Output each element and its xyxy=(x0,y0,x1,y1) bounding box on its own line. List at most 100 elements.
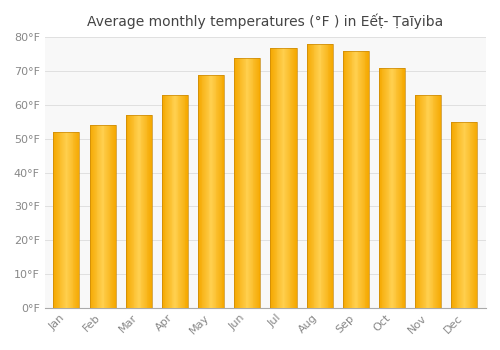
Bar xyxy=(272,48,273,308)
Bar xyxy=(58,132,59,308)
Bar xyxy=(126,115,152,308)
Bar xyxy=(396,68,398,308)
Bar xyxy=(431,95,432,308)
Bar xyxy=(364,51,366,308)
Bar xyxy=(114,125,115,308)
Bar xyxy=(293,48,294,308)
Bar xyxy=(282,48,284,308)
Bar xyxy=(63,132,64,308)
Bar xyxy=(288,48,290,308)
Bar xyxy=(388,68,390,308)
Bar xyxy=(430,95,431,308)
Bar xyxy=(206,75,207,308)
Bar xyxy=(434,95,435,308)
Bar xyxy=(312,44,313,308)
Bar xyxy=(57,132,58,308)
Bar xyxy=(142,115,143,308)
Bar xyxy=(349,51,350,308)
Bar xyxy=(150,115,151,308)
Bar xyxy=(326,44,328,308)
Bar xyxy=(198,75,224,308)
Bar xyxy=(381,68,382,308)
Bar xyxy=(235,58,236,308)
Bar xyxy=(294,48,295,308)
Bar xyxy=(93,125,94,308)
Bar xyxy=(428,95,429,308)
Bar xyxy=(174,95,175,308)
Bar xyxy=(278,48,279,308)
Bar xyxy=(105,125,106,308)
Bar xyxy=(200,75,202,308)
Bar xyxy=(237,58,238,308)
Bar xyxy=(347,51,348,308)
Bar xyxy=(385,68,386,308)
Bar xyxy=(270,48,272,308)
Bar xyxy=(362,51,363,308)
Bar xyxy=(78,132,80,308)
Bar xyxy=(452,122,477,308)
Bar xyxy=(394,68,396,308)
Bar xyxy=(384,68,385,308)
Bar xyxy=(162,95,188,308)
Bar xyxy=(426,95,428,308)
Bar xyxy=(234,58,235,308)
Bar xyxy=(110,125,112,308)
Bar xyxy=(360,51,361,308)
Bar xyxy=(276,48,278,308)
Bar xyxy=(166,95,167,308)
Bar xyxy=(273,48,274,308)
Bar xyxy=(217,75,218,308)
Bar xyxy=(240,58,242,308)
Bar xyxy=(286,48,287,308)
Bar xyxy=(361,51,362,308)
Bar xyxy=(254,58,255,308)
Bar xyxy=(149,115,150,308)
Bar xyxy=(180,95,181,308)
Bar xyxy=(474,122,475,308)
Bar xyxy=(134,115,136,308)
Bar xyxy=(255,58,256,308)
Bar xyxy=(106,125,107,308)
Bar xyxy=(355,51,356,308)
Bar xyxy=(220,75,222,308)
Bar xyxy=(472,122,473,308)
Bar xyxy=(390,68,391,308)
Bar xyxy=(343,51,344,308)
Bar xyxy=(317,44,318,308)
Bar xyxy=(308,44,310,308)
Bar xyxy=(322,44,323,308)
Bar xyxy=(199,75,200,308)
Bar xyxy=(425,95,426,308)
Bar xyxy=(222,75,224,308)
Bar xyxy=(256,58,257,308)
Bar xyxy=(399,68,400,308)
Bar xyxy=(214,75,216,308)
Bar xyxy=(202,75,203,308)
Bar xyxy=(404,68,405,308)
Bar xyxy=(213,75,214,308)
Bar xyxy=(172,95,174,308)
Bar xyxy=(126,115,128,308)
Bar xyxy=(107,125,108,308)
Bar xyxy=(287,48,288,308)
Bar xyxy=(246,58,248,308)
Bar xyxy=(325,44,326,308)
Bar xyxy=(167,95,168,308)
Bar xyxy=(275,48,276,308)
Bar xyxy=(181,95,182,308)
Bar xyxy=(56,132,57,308)
Bar xyxy=(402,68,404,308)
Bar xyxy=(467,122,468,308)
Bar xyxy=(54,132,55,308)
Bar xyxy=(71,132,72,308)
Bar xyxy=(248,58,249,308)
Bar xyxy=(329,44,330,308)
Bar xyxy=(205,75,206,308)
Bar xyxy=(132,115,134,308)
Bar xyxy=(306,44,332,308)
Bar xyxy=(130,115,131,308)
Bar xyxy=(398,68,399,308)
Bar xyxy=(219,75,220,308)
Bar xyxy=(68,132,69,308)
Bar xyxy=(145,115,146,308)
